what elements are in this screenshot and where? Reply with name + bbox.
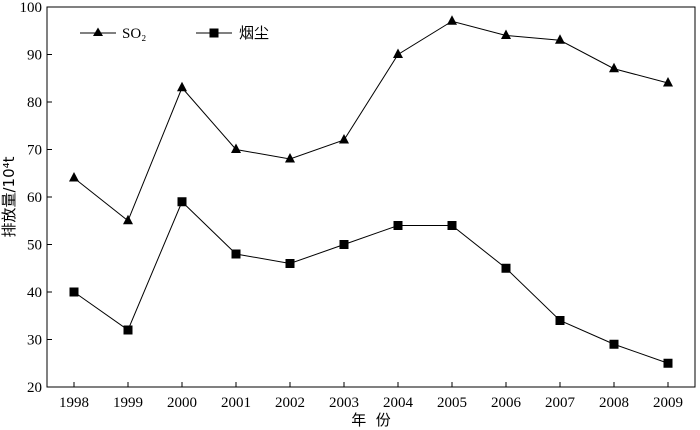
series-dust-point-2001 [231, 249, 241, 259]
y-tick-label-80: 80 [27, 95, 42, 111]
series-dust-point-2000 [177, 197, 187, 207]
x-tick-label-2004: 2004 [383, 395, 414, 411]
series-so2-point-2009 [663, 77, 673, 87]
series-so2-point-2000 [177, 81, 187, 92]
x-tick-label-2006: 2006 [491, 395, 522, 411]
y-tick-label-50: 50 [27, 238, 42, 254]
y-axis: 20 30 40 50 60 70 80 90 100 [20, 0, 52, 396]
series-dust-point-1998 [69, 287, 79, 297]
y-tick-label-90: 90 [27, 48, 42, 64]
y-tick-label-30: 30 [27, 333, 42, 349]
series-so2-point-2006 [501, 29, 511, 39]
x-tick-label-1998: 1998 [59, 395, 89, 411]
series-dust-point-2007 [555, 316, 565, 325]
series-dust-point-2003 [339, 240, 349, 249]
series-dust-point-2002 [285, 259, 295, 268]
x-tick-label-2005: 2005 [437, 395, 467, 411]
y-tick-label-70: 70 [27, 143, 42, 159]
y-axis-title: 排放量/10⁴t [0, 156, 18, 237]
x-tick-label-2001: 2001 [221, 395, 251, 411]
series-layer [69, 15, 673, 368]
x-axis-title: 年 份 [351, 411, 391, 429]
series-so2-point-2001 [231, 143, 241, 153]
x-tick-label-2008: 2008 [599, 395, 629, 411]
legend-so2-marker [93, 27, 103, 36]
x-tick-label-2009: 2009 [653, 395, 683, 411]
series-dust-point-2006 [501, 263, 511, 273]
series-so2-point-2002 [285, 153, 295, 163]
series-so2-point-1998 [69, 172, 79, 182]
x-tick-label-2002: 2002 [275, 395, 305, 411]
legend: SO₂ 烟尘 [80, 24, 269, 42]
series-dust-point-1999 [123, 325, 133, 335]
y-tick-label-40: 40 [27, 285, 42, 301]
series-so2-point-2003 [339, 134, 349, 144]
series-so2-point-2008 [609, 62, 619, 73]
x-tick-label-2007: 2007 [545, 395, 576, 411]
series-dust-line [73, 200, 669, 364]
y-tick-label-100: 100 [20, 0, 43, 16]
series-so2-point-2004 [393, 48, 403, 58]
y-tick-label-20: 20 [27, 380, 42, 396]
series-dust-point-2009 [663, 358, 673, 368]
series-so2-point-1999 [123, 214, 133, 225]
legend-so2-label: SO₂ [122, 26, 146, 42]
x-axis: 1998 1999 2000 2001 2002 2003 2004 2005 2006 2007… [59, 382, 683, 411]
x-tick-label-2000: 2000 [167, 395, 197, 411]
series-so2-point-2007 [555, 34, 565, 44]
legend-dust-marker [209, 28, 219, 38]
y-tick-label-60: 60 [27, 190, 42, 206]
x-tick-label-1999: 1999 [113, 395, 143, 411]
series-dust-point-2004 [393, 221, 403, 230]
plot-frame [46, 6, 696, 388]
x-tick-label-2003: 2003 [329, 395, 359, 411]
series-so2-point-2005 [447, 15, 457, 25]
series-dust-point-2008 [609, 339, 619, 349]
series-so2-line [73, 20, 669, 222]
series-dust-point-2005 [447, 221, 457, 230]
legend-dust-label: 烟尘 [239, 24, 269, 42]
